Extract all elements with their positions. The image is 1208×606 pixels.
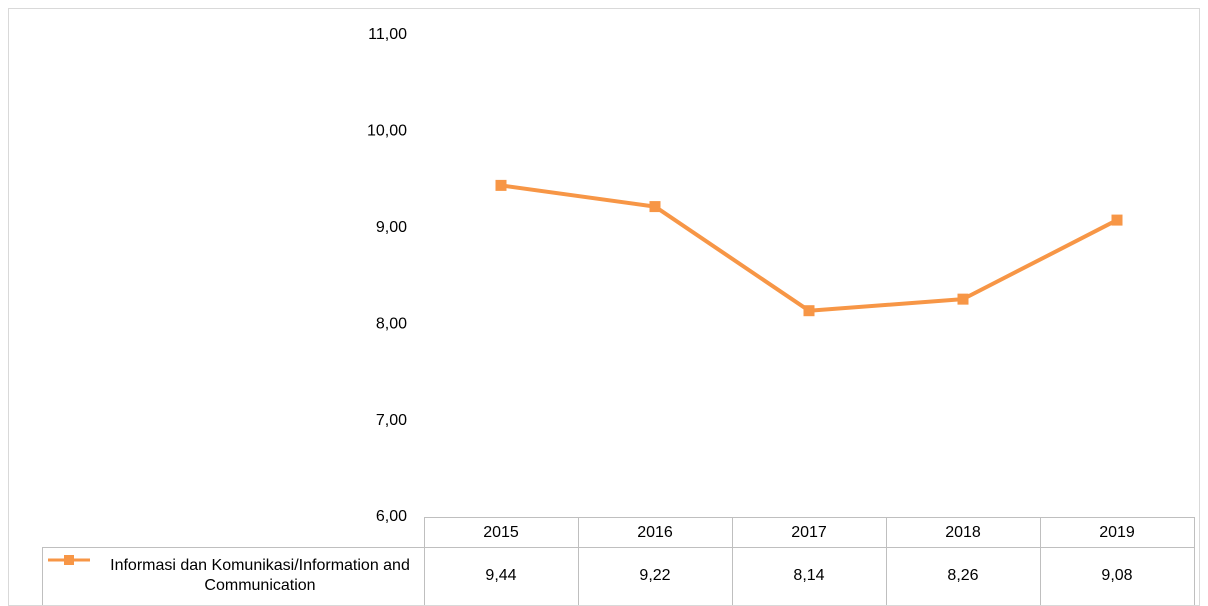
chart-border [8,8,1200,606]
y-tick-label: 8,00 [376,315,407,332]
x-tick-label: 2017 [791,524,827,541]
y-tick-label: 9,00 [376,219,407,236]
data-label: 9,08 [1101,567,1132,584]
x-tick-label: 2016 [637,524,673,541]
y-tick-label: 6,00 [376,508,407,525]
marker [957,293,969,305]
y-tick-label: 10,00 [367,123,407,140]
y-tick-label: 7,00 [376,412,407,429]
x-tick-label: 2015 [483,524,519,541]
x-tick-label: 2019 [1099,524,1135,541]
legend-marker [64,555,74,565]
marker [803,305,815,317]
marker [1111,214,1123,226]
data-label: 8,26 [947,567,978,584]
marker [649,201,661,213]
line [500,183,1118,313]
data-label: 8,14 [793,567,824,584]
x-tick-label: 2018 [945,524,981,541]
legend-label: Informasi dan Komunikasi/Information and… [110,557,410,594]
data-label: 9,22 [639,567,670,584]
data-label: 9,44 [485,567,516,584]
y-tick-label: 11,00 [368,26,407,43]
marker [495,179,507,191]
